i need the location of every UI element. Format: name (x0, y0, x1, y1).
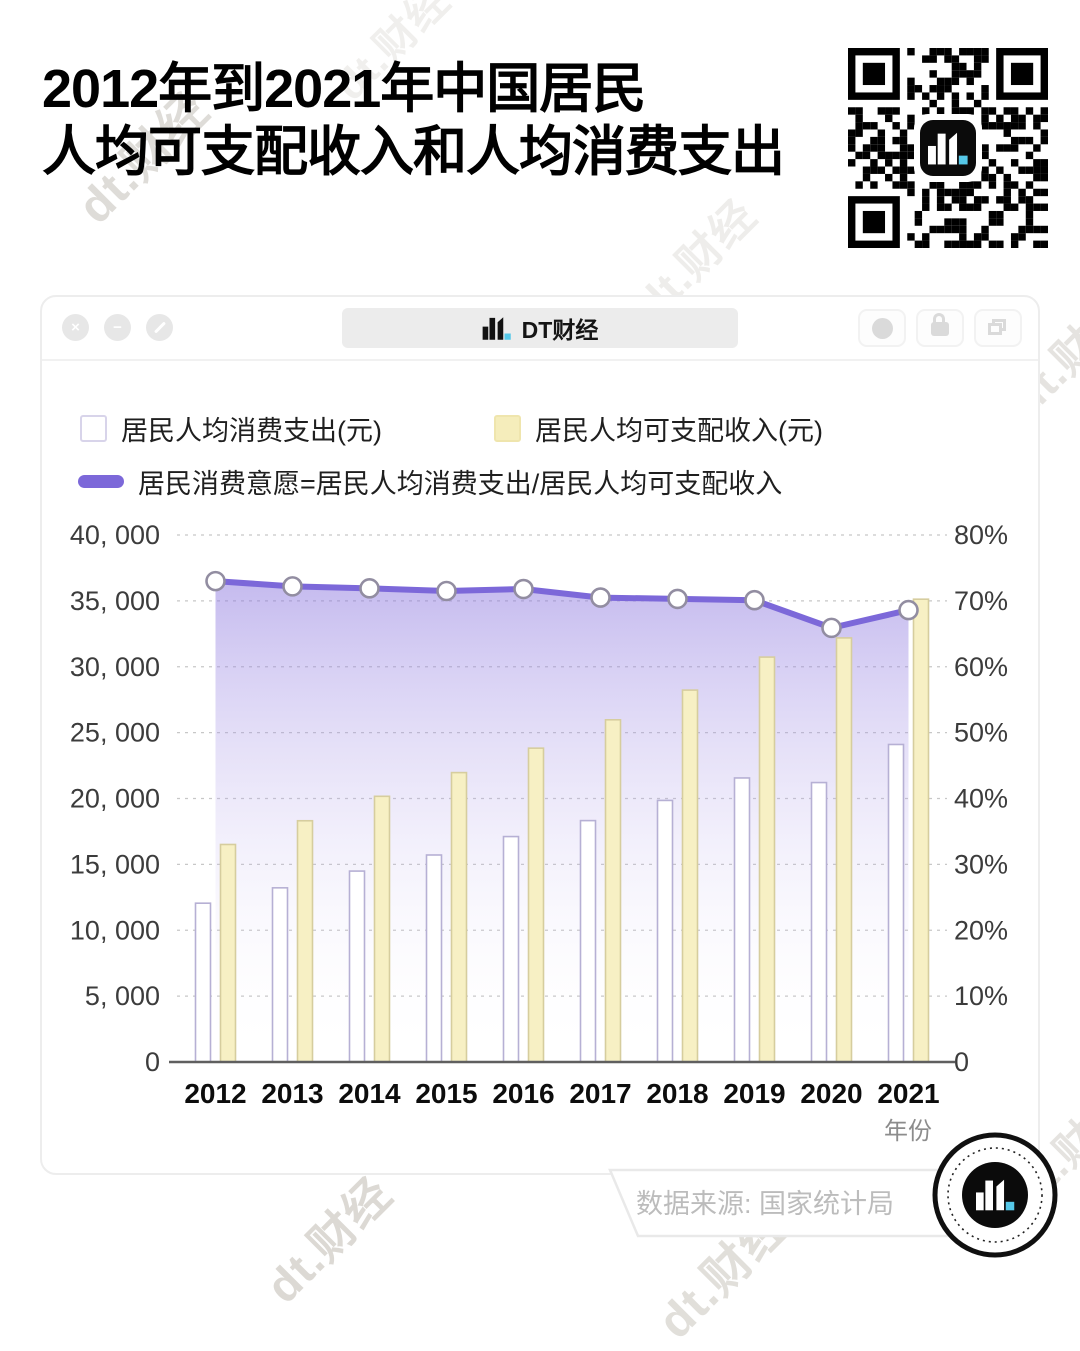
bar-expenditure-2013 (271, 887, 289, 1063)
chart-legend-row2: 居民消费意愿=居民人均消费支出/居民人均可支配收入 (78, 462, 782, 501)
watermark-text: dt.财经 (256, 1167, 402, 1313)
slash-icon (153, 321, 166, 334)
bar-expenditure-2021 (887, 743, 905, 1063)
bar-income-2018 (681, 689, 699, 1063)
address-bar-label: DT财经 (521, 317, 599, 343)
line-marker-2018 (667, 588, 688, 610)
bar-income-2015 (450, 771, 468, 1063)
left-axis-tick: 30, 000 (70, 652, 160, 682)
bar-income-2021 (912, 598, 930, 1063)
bar-expenditure-2015 (425, 854, 443, 1063)
close-button[interactable]: × (62, 314, 89, 341)
legend-label-income: 居民人均可支配收入(元) (534, 416, 823, 446)
line-marker-2015 (436, 580, 457, 602)
legend-item-income: 居民人均可支配收入(元) (493, 409, 823, 448)
address-bar[interactable]: DT财经 (342, 308, 738, 348)
bar-expenditure-2020 (810, 781, 828, 1063)
left-axis-tick: 15, 000 (70, 849, 160, 879)
restore-button[interactable] (974, 309, 1022, 347)
page-title-line1: 2012年到2021年中国居民 (42, 59, 646, 119)
bar-income-2019 (758, 656, 776, 1063)
left-axis-tick: 20, 000 (70, 784, 160, 814)
line-marker-2013 (282, 576, 303, 597)
dt-logo-icon (482, 316, 512, 341)
left-axis-tick: 0 (145, 1047, 160, 1077)
right-axis-tick: 80% (954, 520, 1008, 550)
left-axis-tick: 35, 000 (70, 586, 160, 616)
bar-expenditure-2019 (733, 777, 751, 1063)
legend-swatch-expenditure (80, 415, 107, 442)
lock-button[interactable] (916, 309, 964, 347)
x-axis-label: 2021 (877, 1078, 939, 1109)
close-icon: × (71, 319, 80, 336)
window-header: × − DT财经 (42, 297, 1038, 361)
bar-income-2020 (835, 637, 853, 1063)
x-axis-label: 2015 (415, 1078, 477, 1109)
bar-expenditure-2017 (579, 819, 597, 1063)
left-axis-tick: 10, 000 (70, 915, 160, 945)
right-axis-tick: 40% (954, 784, 1008, 814)
right-axis-tick: 60% (954, 652, 1008, 682)
circle-icon (871, 317, 893, 339)
dt-seal-logo (930, 1130, 1060, 1260)
chart-window: × − DT财经 居民人均消费支出(元) 居民人均可支配收入(元) (40, 295, 1040, 1175)
line-marker-2014 (359, 578, 380, 599)
right-axis-tick: 30% (954, 849, 1008, 879)
minimize-button[interactable]: − (104, 314, 131, 341)
bar-income-2012 (219, 843, 237, 1063)
x-axis-label: 2018 (646, 1078, 708, 1109)
x-axis-label: 2014 (338, 1078, 401, 1109)
bar-income-2016 (527, 747, 545, 1063)
x-axis-label: 2017 (569, 1078, 631, 1109)
legend-label-expenditure: 居民人均消费支出(元) (121, 416, 382, 446)
line-marker-2020 (821, 617, 842, 639)
x-axis-label: 2016 (492, 1078, 554, 1109)
chart-legend-row1: 居民人均消费支出(元) 居民人均可支配收入(元) (80, 409, 823, 448)
minimize-icon: − (113, 319, 122, 336)
legend-swatch-income (493, 415, 521, 442)
bar-income-2017 (604, 718, 622, 1063)
line-marker-2019 (744, 589, 765, 611)
bar-income-2014 (373, 795, 391, 1063)
bar-expenditure-2016 (502, 835, 520, 1063)
bar-expenditure-2014 (348, 870, 366, 1063)
right-axis-tick: 10% (954, 981, 1008, 1011)
x-axis-label: 2013 (261, 1078, 323, 1109)
legend-item-expenditure: 居民人均消费支出(元) (80, 409, 382, 448)
left-axis-tick: 5, 000 (85, 981, 160, 1011)
window-controls: × − (62, 314, 173, 341)
combo-chart: 0 0 5, 000 10% 10, 000 20% 15, 000 30% 20, 000 40… (70, 520, 1008, 1145)
legend-swatch-willingness-line (78, 475, 124, 488)
profile-button[interactable] (858, 309, 906, 347)
window-toolbar (858, 309, 1022, 347)
page-title: 2012年到2021年中国居民 人均可支配收入和人均消费支出 (42, 58, 842, 183)
restore-window-icon (988, 319, 1008, 337)
left-axis-tick: 40, 000 (70, 520, 160, 550)
bar-expenditure-2018 (656, 799, 674, 1063)
right-axis-tick: 0 (954, 1047, 969, 1077)
data-source-text: 数据来源: 国家统计局 (636, 1189, 894, 1219)
bar-income-2013 (296, 819, 314, 1063)
willingness-area-fill (215, 581, 909, 1062)
x-axis-label: 2020 (800, 1078, 862, 1109)
willingness-line (212, 578, 912, 631)
right-axis-tick: 70% (954, 586, 1008, 616)
line-marker-2017 (590, 587, 611, 608)
line-marker-2016 (513, 578, 534, 600)
page-title-line2: 人均可支配收入和人均消费支出 (42, 121, 785, 182)
lock-icon (931, 312, 949, 337)
right-axis-tick: 20% (954, 915, 1008, 945)
bar-expenditure-2012 (194, 902, 212, 1063)
block-button[interactable] (146, 314, 173, 341)
right-axis-tick: 50% (954, 718, 1008, 748)
x-axis-label: 2012 (184, 1078, 246, 1109)
x-axis-label: 2019 (723, 1078, 785, 1109)
left-axis-tick: 25, 000 (70, 718, 160, 748)
qr-code (848, 48, 1048, 248)
line-marker-2012 (205, 570, 226, 592)
line-marker-2021 (898, 599, 919, 621)
legend-label-willingness: 居民消费意愿=居民人均消费支出/居民人均可支配收入 (138, 469, 783, 499)
x-axis-title: 年份 (884, 1118, 932, 1145)
